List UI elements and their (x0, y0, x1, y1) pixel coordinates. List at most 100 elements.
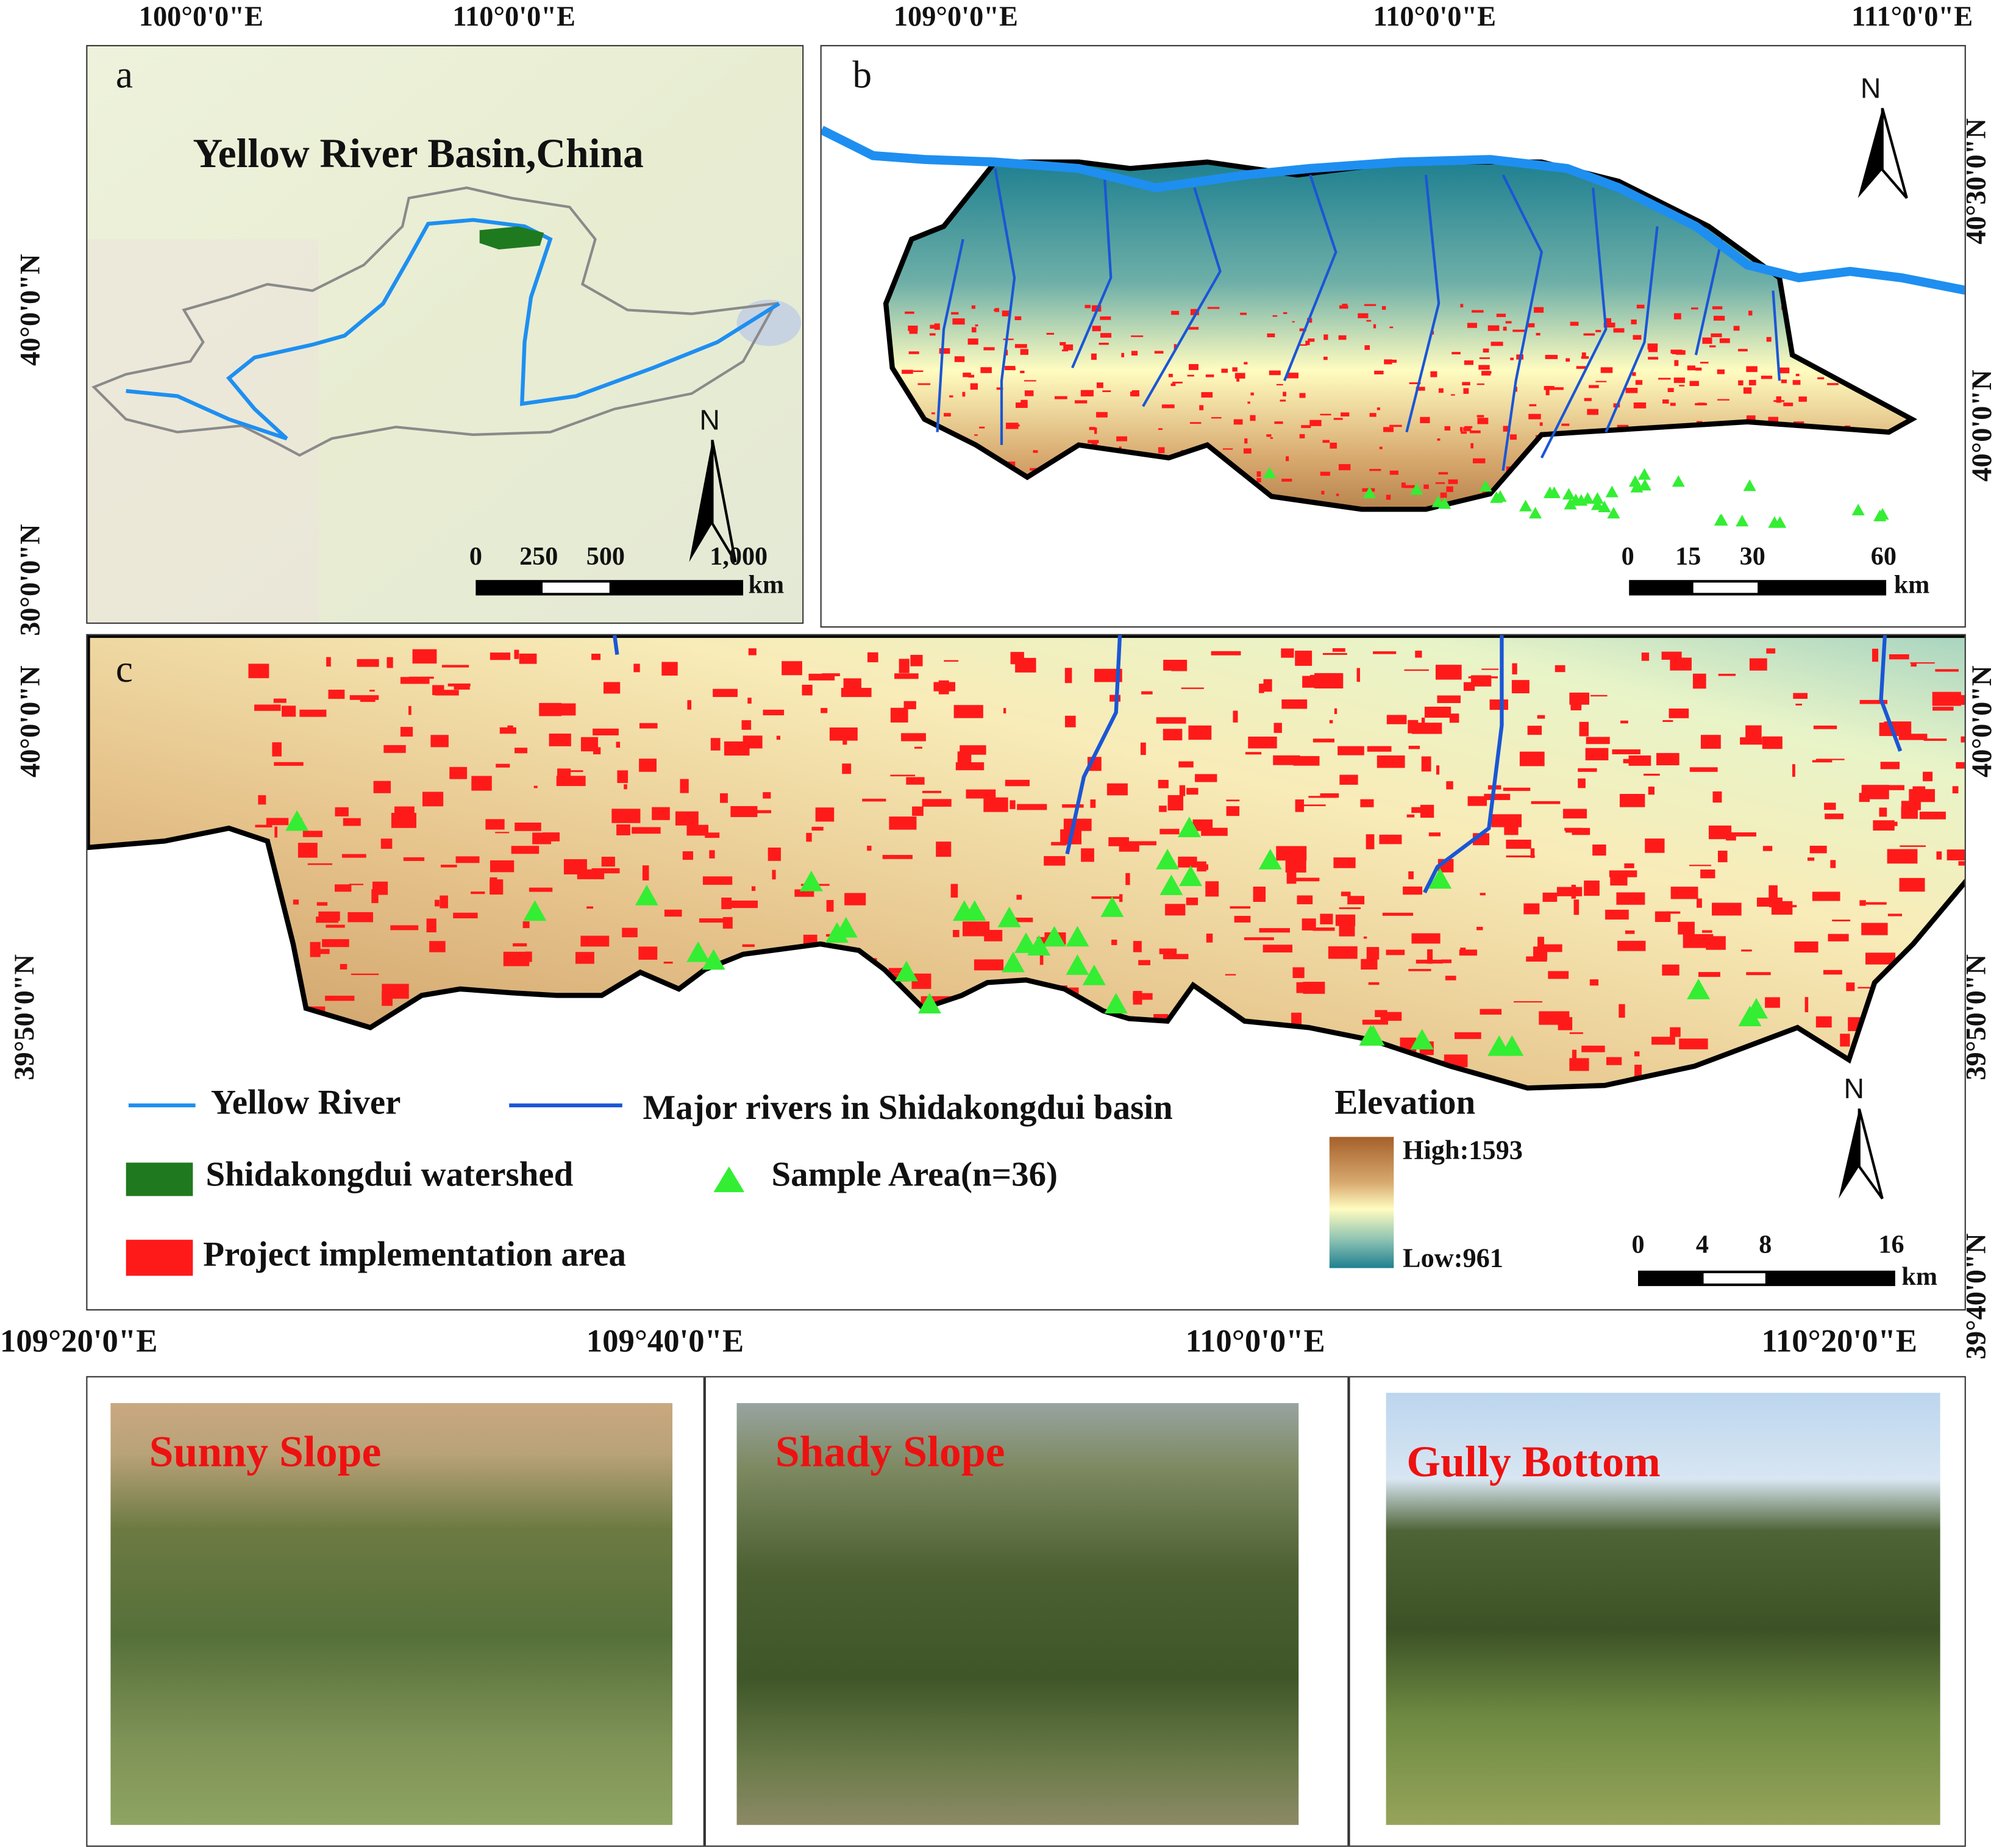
project-area-patch (1163, 729, 1183, 741)
project-area-patch (1163, 954, 1189, 960)
sample-point (1590, 492, 1604, 504)
project-area-patch (1245, 752, 1262, 755)
project-area-patch (1595, 330, 1601, 332)
project-area-patch (908, 325, 918, 331)
project-area-patch (1762, 736, 1783, 749)
project-area-patch (1158, 428, 1163, 430)
project-area-patch (1930, 962, 1957, 977)
project-area-patch (1487, 325, 1500, 331)
project-area-patch (1006, 917, 1033, 923)
project-area-patch (1247, 401, 1250, 404)
project-area-patch (1266, 434, 1272, 437)
major-river-line (1283, 174, 1337, 382)
project-area-patch (1243, 448, 1252, 454)
project-area-patch (1408, 969, 1431, 971)
sample-point (1100, 896, 1124, 917)
project-area-patch (1523, 903, 1540, 915)
project-area-patch (1476, 383, 1485, 385)
sample-point (686, 941, 710, 962)
project-area-patch (1283, 312, 1288, 315)
project-area-patch (1301, 425, 1311, 428)
scale-label: 0 (1621, 543, 1634, 571)
project-area-patch (530, 998, 545, 1003)
sample-point (1258, 849, 1282, 870)
project-area-patch (1168, 374, 1173, 377)
project-area-patch (1380, 1012, 1402, 1021)
project-area-patch (920, 454, 932, 461)
sample-point (1428, 868, 1452, 889)
sample-point (1500, 1035, 1524, 1056)
project-area-patch (1373, 651, 1397, 654)
project-area-patch (1186, 897, 1199, 906)
project-area-patch (1571, 884, 1576, 899)
project-area-patch (1783, 402, 1793, 407)
project-area-patch (1159, 473, 1163, 480)
project-area-patch (1404, 669, 1429, 671)
project-area-patch (1581, 352, 1586, 359)
project-area-patch (490, 879, 504, 895)
project-area-patch (1089, 427, 1095, 430)
project-area-patch (1736, 462, 1749, 468)
project-area-patch (713, 688, 738, 698)
project-area-patch (1839, 463, 1845, 468)
project-area-patch (418, 1030, 427, 1039)
project-area-patch (1090, 799, 1096, 808)
project-area-patch (1386, 949, 1405, 956)
project-area-patch (1408, 746, 1420, 749)
project-area-patch (1512, 663, 1517, 674)
project-area-patch (1530, 848, 1535, 858)
project-area-patch (1806, 451, 1818, 458)
scale-label: 15 (1675, 543, 1701, 571)
project-area-patch (1694, 471, 1697, 473)
project-area-patch (1347, 896, 1365, 905)
project-area-patch (1205, 864, 1209, 870)
project-area-patch (1438, 472, 1448, 475)
sample-point (834, 916, 858, 938)
project-area-patch (709, 850, 715, 859)
project-area-patch (1700, 362, 1709, 364)
project-area-patch (482, 1026, 497, 1038)
project-area-patch (1631, 448, 1640, 452)
project-area-patch (522, 921, 530, 929)
project-area-patch (1489, 699, 1508, 710)
project-area-patch (867, 845, 872, 851)
lat-label: 39°50'0"N (7, 954, 40, 1081)
project-area-patch (1064, 715, 1076, 727)
elevation-high: High:1593 (1403, 1134, 1523, 1165)
sample-point (1263, 466, 1277, 479)
project-area-patch (1795, 373, 1800, 376)
project-area-patch (1339, 305, 1348, 309)
project-area-patch (1098, 478, 1108, 481)
project-area-patch (1766, 337, 1772, 342)
project-area-patch (335, 807, 349, 816)
project-area-patch (728, 1048, 752, 1055)
project-area-patch (954, 356, 965, 362)
project-area-patch (1617, 940, 1646, 951)
project-area-patch (806, 1031, 837, 1043)
project-area-patch (325, 995, 355, 1001)
project-area-patch (1334, 708, 1337, 715)
project-area-patch (1360, 799, 1374, 807)
project-area-patch (1542, 892, 1558, 902)
project-area-patch (575, 952, 594, 964)
project-area-patch (1197, 861, 1206, 872)
project-area-patch (705, 832, 720, 838)
project-area-patch (1125, 873, 1130, 885)
project-area-patch (889, 816, 917, 830)
project-area-patch (297, 843, 318, 858)
elevation-title: Elevation (1334, 1082, 1476, 1122)
project-area-patch (1341, 412, 1350, 416)
project-area-patch (1567, 452, 1576, 455)
project-area-patch (1244, 438, 1248, 444)
project-area-patch (1656, 752, 1679, 766)
project-area-patch (1726, 434, 1732, 440)
lon-label: 109°40'0"E (586, 1324, 744, 1360)
project-area-patch (1679, 385, 1685, 387)
elevation-colorbar (1329, 1137, 1394, 1268)
photo-title: Gully Bottom (1406, 1439, 1661, 1487)
project-area-patch (1669, 708, 1689, 718)
project-area-patch (1062, 804, 1084, 808)
project-area-patch (1346, 1069, 1376, 1085)
project-area-patch (1689, 865, 1712, 866)
project-area-patch (931, 412, 935, 415)
